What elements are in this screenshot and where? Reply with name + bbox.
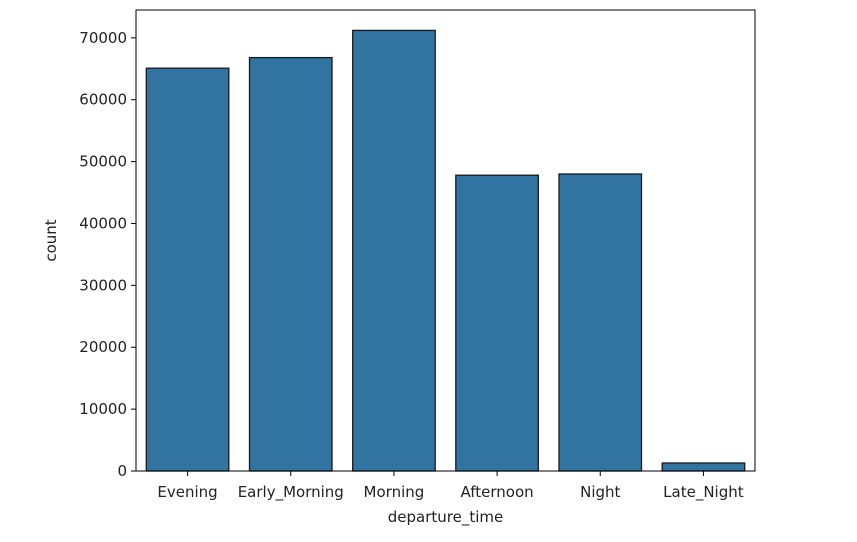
bar-afternoon xyxy=(455,174,539,472)
y-tick-label: 60000 xyxy=(79,91,127,109)
y-axis: 0 10000 20000 30000 40000 50000 60000 70000 xyxy=(79,29,136,480)
bar-night xyxy=(558,173,643,472)
x-tick-label: Evening xyxy=(157,483,217,501)
y-tick-label: 0 xyxy=(117,462,127,480)
x-tick-label: Afternoon xyxy=(461,483,534,501)
bar-late-night xyxy=(661,462,746,472)
bar-morning xyxy=(352,29,436,472)
x-tick-label: Morning xyxy=(364,483,425,501)
bars-layer xyxy=(145,29,746,472)
x-axis-title: departure_time xyxy=(388,508,503,527)
x-tick-label: Late_Night xyxy=(663,483,744,502)
y-tick-label: 70000 xyxy=(79,29,127,47)
y-tick-label: 10000 xyxy=(79,400,127,418)
y-tick-label: 20000 xyxy=(79,338,127,356)
y-tick-label: 40000 xyxy=(79,214,127,232)
plot-frame xyxy=(135,9,756,472)
y-axis-title: count xyxy=(42,219,60,261)
bar-evening xyxy=(145,67,230,472)
y-tick-label: 50000 xyxy=(79,153,127,171)
bar-early-morning xyxy=(248,56,333,472)
x-tick-label: Early_Morning xyxy=(238,483,344,502)
x-tick-label: Night xyxy=(580,483,620,501)
y-tick-label: 30000 xyxy=(79,276,127,294)
x-axis: Evening Early_Morning Morning Afternoon Nigh… xyxy=(157,471,744,502)
